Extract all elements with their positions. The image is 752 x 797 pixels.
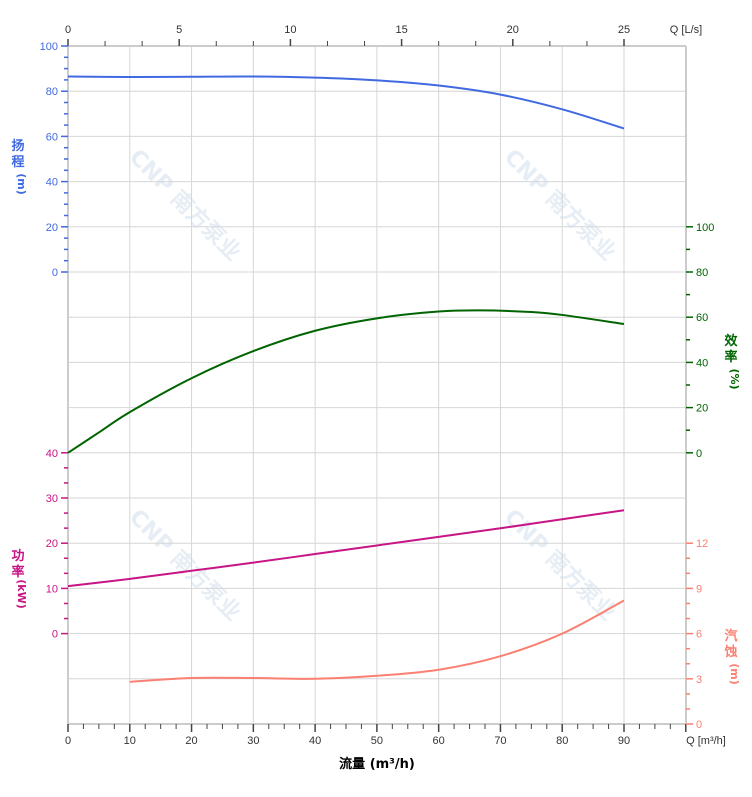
series-line-效率 bbox=[67, 309, 625, 454]
y-tick-label: 0 bbox=[52, 629, 58, 641]
y-axis-title-unit: (%) bbox=[728, 368, 741, 389]
y-tick-label: 0 bbox=[52, 267, 58, 279]
y-axis-title-unit: (kW) bbox=[15, 579, 28, 609]
top-x-tick-label: 20 bbox=[507, 24, 519, 36]
y-axis-title-char: 程 bbox=[11, 155, 24, 170]
top-x-tick-label: 0 bbox=[65, 24, 71, 36]
y-tick-label: 60 bbox=[696, 312, 708, 324]
x-tick-label: 70 bbox=[494, 735, 506, 747]
y-axis-title: 汽蚀 (m) bbox=[723, 628, 741, 685]
y-axis-title-char: 扬 bbox=[11, 138, 24, 154]
x-axis-unit-label: Q [m³/h] bbox=[686, 735, 726, 747]
y-axis-title: 效率 (%) bbox=[724, 333, 741, 390]
y-tick-label: 10 bbox=[46, 583, 58, 595]
y-axis-title-char: 率 bbox=[11, 564, 24, 580]
y-axis-title-char: 率 bbox=[724, 349, 737, 365]
y-tick-label: 6 bbox=[696, 629, 702, 641]
series-line-扬程 bbox=[67, 75, 625, 130]
top-x-tick-label: 5 bbox=[176, 24, 182, 36]
y-tick-label: 0 bbox=[696, 719, 702, 731]
y-tick-label: 100 bbox=[696, 222, 714, 234]
watermark-logo: CNP 南方泵业 bbox=[499, 504, 621, 626]
top-x-tick-label: 15 bbox=[395, 24, 407, 36]
y-tick-label: 80 bbox=[46, 86, 58, 98]
x-tick-label: 50 bbox=[371, 735, 383, 747]
x-tick-label: 90 bbox=[618, 735, 630, 747]
top-axis-unit-label: Q [L/s] bbox=[670, 24, 702, 36]
y-tick-label: 60 bbox=[46, 131, 58, 143]
x-tick-label: 20 bbox=[185, 735, 197, 747]
y-tick-label: 12 bbox=[696, 538, 708, 550]
y-axis-title-unit: (m) bbox=[15, 173, 28, 195]
series-line-汽蚀 bbox=[129, 599, 625, 683]
x-tick-label: 40 bbox=[309, 735, 321, 747]
y-tick-label: 30 bbox=[46, 493, 58, 505]
y-tick-label: 9 bbox=[696, 583, 702, 595]
y-tick-label: 40 bbox=[46, 448, 58, 460]
y-axis-title-unit: (m) bbox=[728, 663, 741, 685]
y-axis-title: 扬程 (m) bbox=[11, 138, 28, 195]
y-tick-label: 40 bbox=[696, 357, 708, 369]
x-axis-title: 流量 (m³/h) bbox=[339, 756, 415, 772]
y-axis-title: 功率(kW) bbox=[11, 549, 28, 609]
y-tick-label: 0 bbox=[696, 448, 702, 460]
y-tick-label: 40 bbox=[46, 177, 58, 189]
y-axis-title-char: 功 bbox=[11, 549, 24, 564]
series-line-功率 bbox=[67, 509, 625, 588]
x-tick-label: 30 bbox=[247, 735, 259, 747]
y-tick-label: 80 bbox=[696, 267, 708, 279]
x-tick-label: 60 bbox=[433, 735, 445, 747]
x-tick-label: 10 bbox=[124, 735, 136, 747]
watermark-logo: CNP 南方泵业 bbox=[124, 144, 246, 266]
y-axis-title-char: 蚀 bbox=[723, 644, 737, 660]
top-x-tick-label: 25 bbox=[618, 24, 630, 36]
y-tick-label: 3 bbox=[696, 674, 702, 686]
y-tick-label: 20 bbox=[46, 538, 58, 550]
x-tick-label: 80 bbox=[556, 735, 568, 747]
y-tick-label: 100 bbox=[40, 41, 58, 53]
top-x-tick-label: 10 bbox=[284, 24, 296, 36]
y-axis-title-char: 效 bbox=[724, 333, 738, 349]
y-tick-label: 20 bbox=[46, 222, 58, 234]
y-tick-label: 20 bbox=[696, 403, 708, 415]
watermark-logo: CNP 南方泵业 bbox=[499, 144, 621, 266]
y-axis-title-char: 汽 bbox=[724, 628, 737, 644]
x-tick-label: 0 bbox=[65, 735, 71, 747]
